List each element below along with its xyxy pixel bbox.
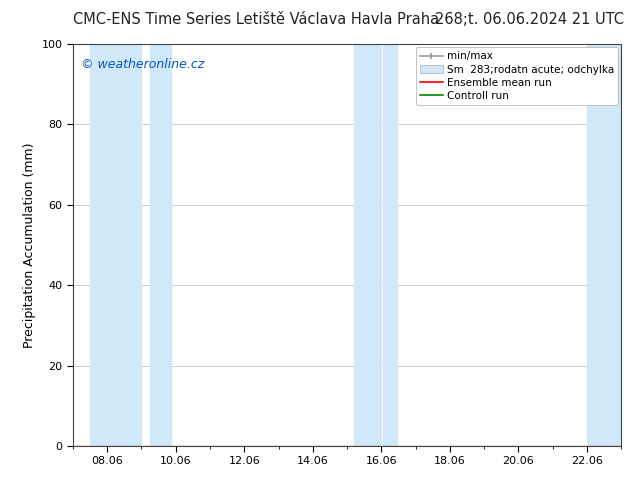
Bar [150, 44, 171, 446]
Y-axis label: Precipitation Accumulation (mm): Precipitation Accumulation (mm) [23, 142, 36, 348]
Bar [354, 44, 382, 446]
Text: 268;t. 06.06.2024 21 UTC: 268;t. 06.06.2024 21 UTC [436, 12, 624, 27]
Legend: min/max, Sm  283;rodatn acute; odchylka, Ensemble mean run, Controll run: min/max, Sm 283;rodatn acute; odchylka, … [415, 47, 618, 105]
Text: CMC-ENS Time Series Letiště Václava Havla Praha: CMC-ENS Time Series Letiště Václava Havl… [73, 12, 439, 27]
Text: © weatheronline.cz: © weatheronline.cz [81, 58, 204, 71]
Bar [383, 44, 397, 446]
Bar [90, 44, 141, 446]
Bar [587, 44, 621, 446]
